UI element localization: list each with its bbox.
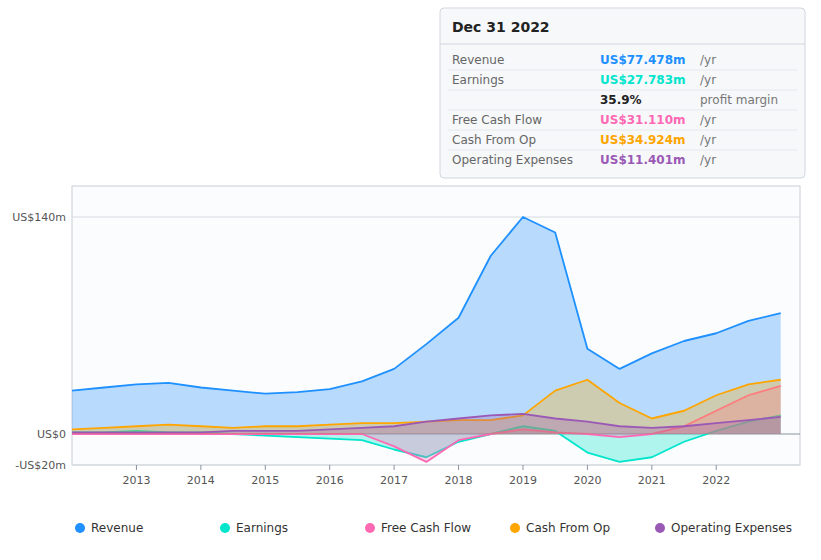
info-box: Dec 31 2022 Revenue US$77.478m/yr Earnings U… — [440, 8, 805, 178]
x-tick-label: 2014 — [187, 474, 215, 487]
x-tick — [458, 465, 459, 470]
x-tick — [522, 465, 523, 470]
info-divider — [448, 150, 797, 151]
info-value: US$77.478m — [600, 53, 686, 67]
legend: Revenue Earnings Free Cash Flow Cash From O… — [75, 521, 792, 535]
area-fill — [72, 380, 781, 434]
info-divider — [448, 110, 797, 111]
info-divider — [448, 130, 797, 131]
info-label: Free Cash Flow — [452, 113, 542, 127]
x-tick-label: 2016 — [316, 474, 344, 487]
grid-line — [72, 217, 800, 218]
x-tick — [587, 465, 588, 470]
info-divider — [448, 90, 797, 91]
info-label: Operating Expenses — [452, 153, 573, 167]
legend-swatch — [220, 523, 230, 533]
info-suffix: /yr — [700, 73, 716, 87]
info-suffix: /yr — [700, 133, 716, 147]
area-line — [72, 414, 781, 433]
legend-label: Cash From Op — [526, 521, 610, 535]
info-divider — [440, 44, 805, 45]
legend-swatch — [510, 523, 520, 533]
y-tick-label: US$0 — [37, 428, 66, 441]
x-axis: 2013 2014 2015 2016 2017 2018 2019 2020 2021 2022 — [122, 465, 730, 487]
y-axis: US$140m US$0 -US$20m — [12, 211, 800, 472]
x-tick-label: 2021 — [638, 474, 666, 487]
info-suffix: /yr — [700, 53, 716, 67]
info-suffix: /yr — [700, 153, 716, 167]
x-tick — [716, 465, 717, 470]
x-tick-label: 2018 — [445, 474, 473, 487]
x-tick — [265, 465, 266, 470]
legend-label: Revenue — [91, 521, 143, 535]
legend-swatch — [365, 523, 375, 533]
legend-swatch — [75, 523, 85, 533]
info-suffix: /yr — [700, 113, 716, 127]
legend-label: Operating Expenses — [671, 521, 792, 535]
x-tick-label: 2022 — [702, 474, 730, 487]
info-value: US$11.401m — [600, 153, 686, 167]
area-fill — [72, 217, 781, 434]
page: {"chart_data": { "type": "area", "title"… — [0, 0, 821, 560]
areas — [72, 217, 781, 462]
title: Dec 31 2022 — [452, 19, 550, 35]
plot-frame — [72, 186, 800, 465]
info-value: US$34.924m — [600, 133, 686, 147]
info-value: 35.9% — [600, 93, 642, 107]
x-tick — [200, 465, 201, 470]
area-fill — [72, 414, 781, 434]
legend-label: Free Cash Flow — [381, 521, 471, 535]
info-label: Revenue — [452, 53, 504, 67]
info-label: Cash From Op — [452, 133, 536, 147]
x-tick — [329, 465, 330, 470]
x-tick-label: 2019 — [509, 474, 537, 487]
legend-swatch — [655, 523, 665, 533]
grid-line — [72, 465, 800, 466]
info-value: US$27.783m — [600, 73, 686, 87]
x-tick-label: 2013 — [122, 474, 150, 487]
y-tick-label: US$140m — [12, 211, 66, 224]
y-tick-label: -US$20m — [15, 459, 66, 472]
info-suffix: profit margin — [700, 93, 778, 107]
x-tick — [394, 465, 395, 470]
x-tick-label: 2017 — [380, 474, 408, 487]
info-box-frame — [440, 8, 805, 178]
chart: US$140mUS$0-US$20m2013201420152016201720… — [0, 0, 821, 560]
info-divider — [448, 70, 797, 71]
info-value: US$31.110m — [600, 113, 686, 127]
x-tick-label: 2020 — [573, 474, 601, 487]
x-tick — [136, 465, 137, 470]
info-label: Earnings — [452, 73, 504, 87]
x-tick — [651, 465, 652, 470]
x-tick-label: 2015 — [251, 474, 279, 487]
legend-label: Earnings — [236, 521, 288, 535]
area-line — [72, 217, 781, 394]
